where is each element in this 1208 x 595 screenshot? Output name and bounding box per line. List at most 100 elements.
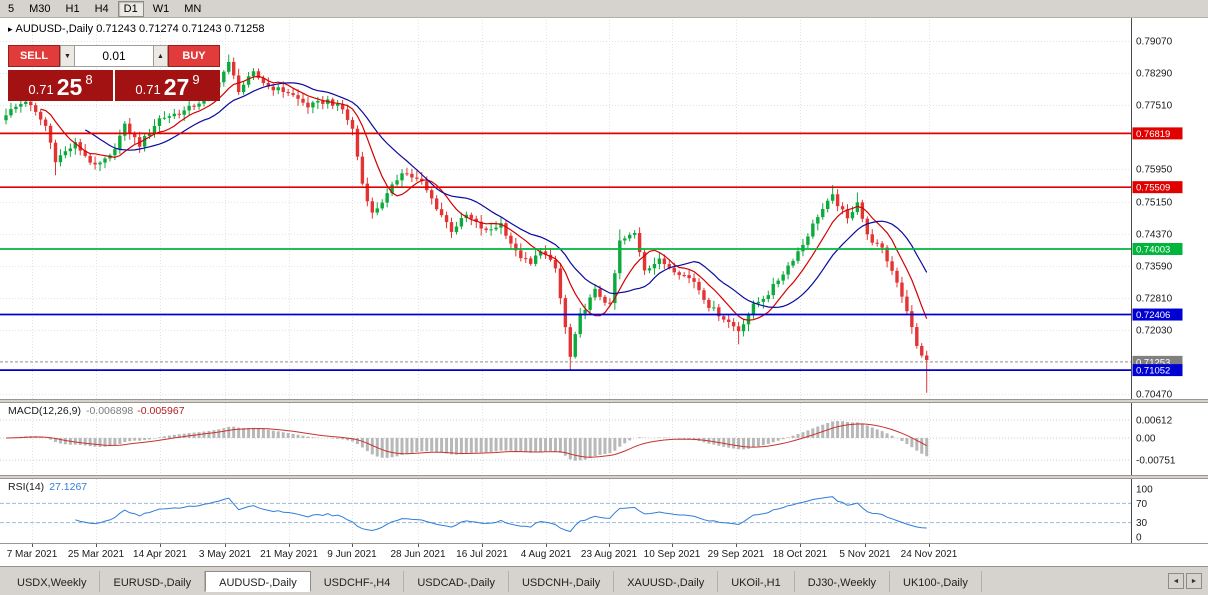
candle-body (598, 288, 602, 297)
candle-body (459, 218, 464, 227)
chart-tab-xauusd-daily[interactable]: XAUUSD-,Daily (614, 571, 719, 592)
chart-tab-usdcnh-daily[interactable]: USDCNH-,Daily (509, 571, 615, 592)
ma-line-8 (40, 75, 928, 321)
chart-tab-usdchf-h4[interactable]: USDCHF-,H4 (311, 571, 405, 592)
date-label: 9 Jun 2021 (327, 549, 377, 560)
candle-body (712, 307, 716, 309)
candle-body (425, 181, 429, 191)
chart-tab-usdx-weekly[interactable]: USDX,Weekly (4, 571, 101, 592)
rsi-value: 27.1267 (49, 481, 88, 493)
candle-body (162, 117, 167, 119)
candle-body (548, 254, 553, 260)
buy-price-display[interactable]: 0.71 27 9 (115, 70, 220, 101)
candle-body (623, 238, 627, 241)
chart-tab-eurusd-daily[interactable]: EURUSD-,Daily (100, 571, 206, 592)
candle-body (291, 93, 295, 96)
volume-increase-button[interactable]: ▲ (153, 45, 168, 67)
caret-up-icon: ▲ (157, 52, 164, 60)
tabs-scroll-left-button[interactable]: ◄ (1168, 573, 1184, 589)
timeframe-button-mn[interactable]: MN (178, 1, 207, 17)
candle-body (806, 236, 810, 245)
volume-input[interactable] (75, 45, 153, 67)
timeframe-button-5[interactable]: 5 (2, 1, 20, 17)
macd-signal-value: -0.005967 (137, 405, 185, 417)
candle-body (925, 355, 929, 361)
candle-body (98, 162, 102, 165)
candle-body (103, 158, 107, 163)
date-label: 7 Mar 2021 (7, 549, 58, 560)
timeframe-button-h4[interactable]: H4 (89, 1, 115, 17)
candle-body (306, 102, 310, 108)
one-click-trading-panel: SELL ▼ ▲ BUY 0.71 25 8 0.71 27 9 (8, 45, 220, 101)
candle-body (885, 247, 889, 262)
candle-body (474, 218, 478, 222)
candle-body (628, 234, 632, 239)
candle-body (271, 86, 275, 91)
rsi-plot (0, 496, 1131, 533)
chart-tab-uk100-daily[interactable]: UK100-,Daily (890, 571, 982, 592)
candle-body (514, 243, 518, 251)
chart-tab-usdcad-daily[interactable]: USDCAD-,Daily (404, 571, 509, 592)
timeframe-button-w1[interactable]: W1 (147, 1, 176, 17)
candle-body (256, 71, 261, 78)
price-tag-label: 0.75509 (1136, 183, 1170, 194)
candle-body (870, 234, 874, 243)
candle-body (350, 119, 355, 129)
sell-button[interactable]: SELL (8, 45, 60, 67)
candle-body (613, 273, 617, 304)
timeframe-button-d1[interactable]: D1 (117, 0, 144, 17)
macd-main-value: -0.006898 (85, 405, 134, 417)
candle-body (672, 267, 676, 273)
sell-price-pips: 25 (56, 74, 83, 101)
buy-button[interactable]: BUY (168, 45, 220, 67)
rsi-name: RSI(14) (8, 481, 45, 493)
candle-body (746, 314, 751, 325)
chart-tab-audusd-daily[interactable]: AUDUSD-,Daily (205, 571, 311, 592)
chart-tab-ukoil-h1[interactable]: UKOil-,H1 (718, 571, 795, 592)
candle-body (811, 223, 815, 237)
date-label: 4 Aug 2021 (521, 549, 572, 560)
candle-body (395, 180, 399, 185)
candle-body (4, 115, 8, 121)
price-tag (1132, 181, 1183, 194)
candle-body (187, 105, 191, 111)
macd-indicator-label: MACD(12,26,9) -0.006898 -0.005967 (8, 405, 185, 417)
candle-body (890, 261, 894, 271)
date-label: 18 Oct 2021 (773, 549, 828, 560)
candle-body (756, 301, 761, 304)
date-label: 28 Jun 2021 (390, 549, 445, 560)
volume-decrease-button[interactable]: ▼ (60, 45, 75, 67)
candle-body (845, 209, 850, 219)
sell-price-display[interactable]: 0.71 25 8 (8, 70, 113, 101)
tabs-scroll-right-button[interactable]: ► (1186, 573, 1202, 589)
candle-body (449, 222, 454, 232)
date-label: 23 Aug 2021 (581, 549, 638, 560)
candle-body (276, 87, 280, 91)
candle-body (578, 313, 582, 335)
candle-body (504, 223, 508, 236)
candle-body (692, 278, 696, 282)
price-tag-label: 0.76819 (1136, 129, 1170, 140)
panel-divider[interactable] (0, 399, 1208, 403)
candle-body (524, 258, 528, 260)
candle-body (345, 109, 350, 120)
candle-body (533, 255, 538, 264)
candle-body (192, 105, 196, 107)
panel-divider[interactable] (0, 475, 1208, 479)
timeframe-button-h1[interactable]: H1 (60, 1, 86, 17)
candle-body (78, 142, 82, 151)
candle-body (801, 244, 805, 252)
candle-body (895, 270, 899, 283)
candle-body (840, 206, 845, 210)
candle-body (573, 334, 577, 357)
candle-body (865, 218, 869, 235)
price-tag-label: 0.74003 (1136, 244, 1170, 255)
candle-body (9, 109, 13, 116)
chart-tab-dj30-weekly[interactable]: DJ30-,Weekly (795, 571, 891, 592)
date-label: 21 May 2021 (260, 549, 318, 560)
candle-body (34, 105, 38, 112)
sell-price-pipette: 8 (85, 72, 93, 87)
candle-body (232, 61, 236, 76)
candle-body (860, 202, 865, 219)
timeframe-button-m30[interactable]: M30 (23, 1, 56, 17)
